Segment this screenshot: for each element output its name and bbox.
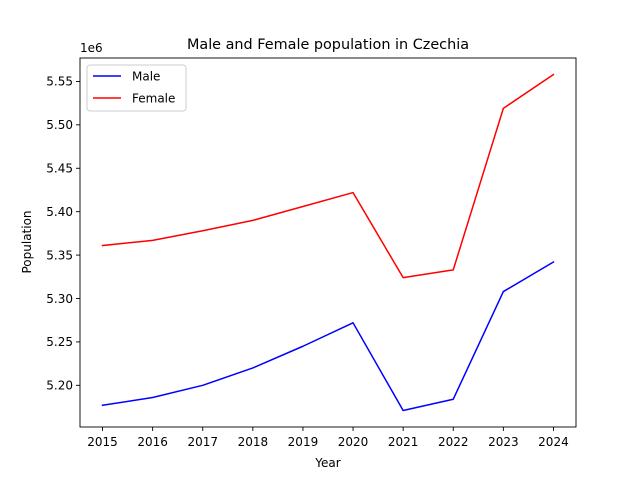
legend-label-female: Female [132, 91, 175, 105]
y-offset-label: 1e6 [80, 41, 103, 55]
x-tick-label: 2023 [488, 435, 519, 449]
x-tick-label: 2022 [438, 435, 469, 449]
legend-label-male: Male [132, 69, 160, 83]
plot-frame [79, 57, 577, 428]
y-tick-label: 5.55 [46, 75, 73, 89]
x-tick-label: 2016 [137, 435, 168, 449]
series-line-male [101, 261, 555, 412]
series-line-female [101, 73, 555, 279]
y-axis: 5.20 5.25 5.30 5.35 5.40 5.45 5.50 5.55 [46, 75, 80, 393]
x-axis: 2015 2016 2017 2018 2019 2020 2021 2022 2023 2024 [87, 427, 569, 449]
y-tick-label: 5.25 [46, 335, 73, 349]
x-tick-label: 2018 [238, 435, 269, 449]
x-axis-label: Year [314, 456, 340, 470]
series-layer [101, 73, 555, 412]
x-tick-label: 2015 [87, 435, 118, 449]
y-tick-label: 5.50 [46, 118, 73, 132]
x-tick-label: 2024 [538, 435, 569, 449]
legend: Male Female [86, 64, 187, 112]
chart-title: Male and Female population in Czechia [187, 37, 469, 53]
y-axis-label: Population [20, 210, 34, 273]
y-tick-label: 5.35 [46, 248, 73, 262]
y-tick-label: 5.20 [46, 379, 73, 393]
x-tick-label: 2021 [388, 435, 419, 449]
x-tick-label: 2020 [338, 435, 369, 449]
y-tick-label: 5.30 [46, 292, 73, 306]
y-tick-label: 5.40 [46, 205, 73, 219]
x-tick-label: 2019 [288, 435, 319, 449]
x-tick-label: 2017 [187, 435, 218, 449]
y-tick-label: 5.45 [46, 162, 73, 176]
